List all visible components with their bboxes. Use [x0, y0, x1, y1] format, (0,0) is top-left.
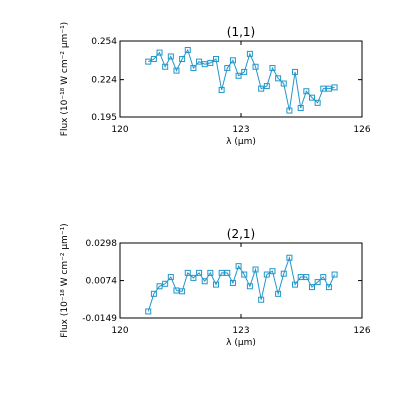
data-point: [173, 67, 180, 74]
data-point: [303, 88, 310, 95]
chart-title: (1,1): [227, 25, 255, 39]
data-point: [292, 281, 299, 288]
data-point: [190, 274, 197, 281]
data-point: [156, 283, 163, 290]
data-point: [263, 83, 270, 90]
data-point: [320, 274, 327, 281]
data-point: [162, 280, 169, 287]
data-point: [235, 72, 242, 79]
data-point: [325, 284, 332, 291]
data-point: [190, 65, 197, 72]
x-tick-label: 123: [232, 326, 249, 336]
data-point: [173, 287, 180, 294]
data-point: [145, 58, 152, 65]
data-point: [280, 270, 287, 277]
y-tick-label: 0.195: [91, 113, 117, 123]
data-point: [297, 104, 304, 111]
data-point: [269, 65, 276, 72]
data-point: [196, 58, 203, 65]
plot-frame: [119, 40, 363, 118]
data-point: [269, 268, 276, 275]
data-point: [224, 65, 231, 72]
y-tick-label: -0.0149: [82, 314, 117, 324]
data-point: [280, 80, 287, 87]
data-point: [241, 271, 248, 278]
data-point: [263, 271, 270, 278]
data-point: [150, 290, 157, 297]
data-point: [314, 99, 321, 106]
x-tick-label: 120: [111, 326, 128, 336]
data-point: [308, 284, 315, 291]
data-point: [331, 84, 338, 91]
x-tick-label: 126: [353, 326, 370, 336]
data-point: [179, 56, 186, 63]
data-point: [201, 61, 208, 68]
data-point: [241, 68, 248, 75]
chart-title: (2,1): [227, 227, 255, 241]
y-tick-label: 0.0074: [86, 277, 118, 287]
chart-panel-1: (1,1) 120 123 126 0.195 0.224 0.254 λ (μm) Flux …: [60, 22, 371, 147]
data-point: [212, 56, 219, 63]
data-point: [229, 57, 236, 64]
data-point: [246, 50, 253, 57]
data-point: [145, 308, 152, 315]
data-point: [201, 278, 208, 285]
data-point: [286, 107, 293, 114]
y-axis-label: Flux (10⁻¹⁸ W cm⁻² μm⁻¹): [60, 22, 70, 136]
data-point: [184, 47, 191, 54]
x-axis-label: λ (μm): [226, 338, 256, 348]
data-point: [252, 266, 259, 273]
data-point: [325, 85, 332, 92]
data-point: [229, 279, 236, 286]
x-tick-label: 120: [111, 125, 128, 135]
data-point: [207, 269, 214, 276]
data-point: [184, 269, 191, 276]
chart-panel-2: (2,1) 120 123 126 -0.0149 0.0074 0.0298 λ (μm) F…: [60, 223, 371, 348]
data-point: [292, 68, 299, 75]
data-point: [207, 59, 214, 66]
y-tick-label: 0.0298: [86, 239, 118, 249]
data-point: [297, 274, 304, 281]
data-point: [224, 269, 231, 276]
x-axis-label: λ (μm): [226, 137, 256, 147]
data-point: [212, 281, 219, 288]
data-point: [218, 269, 225, 276]
data-point: [275, 290, 282, 297]
y-axis-label: Flux (10⁻¹⁸ W cm⁻² μm⁻¹): [60, 223, 70, 337]
data-point: [179, 288, 186, 295]
data-point: [196, 269, 203, 276]
data-point: [167, 53, 174, 60]
data-point: [246, 283, 253, 290]
data-point: [167, 274, 174, 281]
data-point: [308, 94, 315, 101]
data-point: [303, 274, 310, 281]
data-point: [331, 271, 338, 278]
data-point: [218, 86, 225, 93]
data-point: [275, 75, 282, 82]
y-tick-label: 0.224: [91, 76, 117, 86]
x-tick-label: 126: [353, 125, 370, 135]
data-point: [286, 254, 293, 261]
data-point: [320, 85, 327, 92]
data-point: [235, 263, 242, 270]
data-point: [314, 279, 321, 286]
data-point: [150, 56, 157, 63]
data-point: [156, 49, 163, 56]
y-tick-label: 0.254: [91, 37, 117, 47]
series-line: [148, 48, 335, 111]
data-point: [162, 63, 169, 70]
x-tick-label: 123: [232, 125, 249, 135]
data-point: [258, 296, 265, 303]
data-point: [252, 63, 259, 70]
data-point: [258, 85, 265, 92]
